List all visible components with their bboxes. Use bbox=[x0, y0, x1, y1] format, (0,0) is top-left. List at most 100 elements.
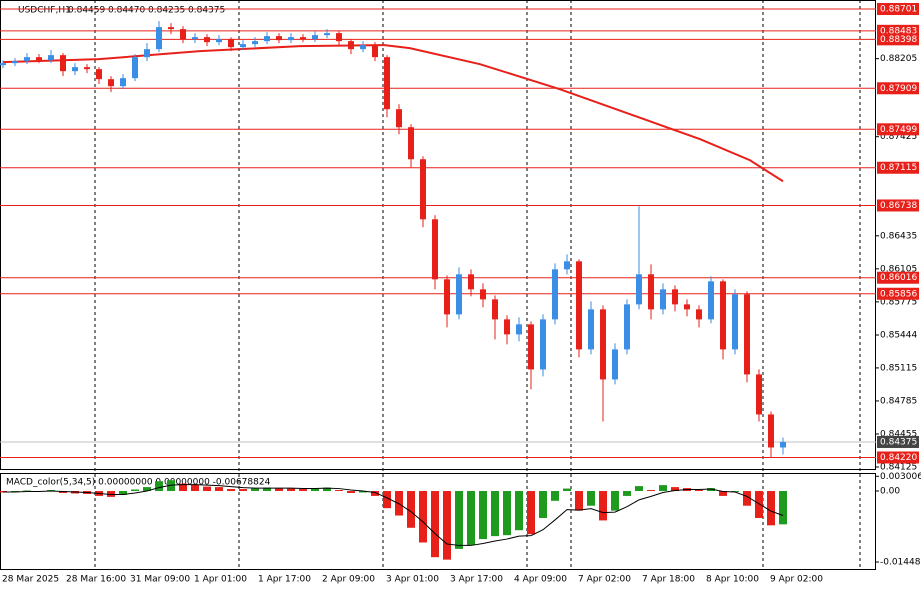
macd-bar bbox=[407, 491, 415, 528]
macd-bar bbox=[311, 488, 319, 492]
x-tick-label: 28 Mar 2025 bbox=[2, 575, 59, 585]
x-tick-label: 7 Apr 18:00 bbox=[642, 575, 695, 585]
candle-body bbox=[492, 299, 498, 320]
macd-bar bbox=[755, 491, 763, 518]
level-label: 0.88701 bbox=[880, 5, 917, 15]
x-tick-label: 2 Apr 09:00 bbox=[322, 575, 375, 585]
macd-bar bbox=[371, 491, 379, 496]
level-tag bbox=[877, 161, 919, 174]
candle-body bbox=[648, 274, 654, 310]
candle-body bbox=[384, 57, 390, 110]
candle-body bbox=[444, 279, 450, 315]
candle-body bbox=[372, 45, 378, 58]
candle-body bbox=[324, 33, 330, 36]
candle-body bbox=[744, 294, 750, 375]
candle-body bbox=[528, 324, 534, 370]
candle-body bbox=[120, 78, 126, 87]
candle-body bbox=[276, 36, 282, 41]
candle-body bbox=[312, 35, 318, 40]
macd-bar bbox=[251, 488, 259, 492]
x-tick-label: 1 Apr 17:00 bbox=[258, 575, 311, 585]
level-tag bbox=[877, 82, 919, 95]
macd-bar bbox=[599, 491, 607, 521]
level-label: 0.86738 bbox=[880, 201, 917, 211]
y-tick-label: 0.84125 bbox=[880, 462, 917, 472]
level-label: 0.87115 bbox=[880, 163, 917, 173]
candle-body bbox=[432, 219, 438, 280]
macd-bar bbox=[611, 491, 619, 511]
candle-body bbox=[516, 324, 522, 335]
macd-bar bbox=[623, 491, 631, 496]
candle-body bbox=[636, 274, 642, 305]
macd-bar bbox=[143, 487, 151, 492]
current-price-label: 0.84375 bbox=[880, 437, 917, 447]
candle-body bbox=[708, 281, 714, 320]
macd-bar bbox=[179, 483, 187, 492]
macd-tick-label: -0.0144810 bbox=[880, 558, 921, 568]
level-label: 0.87499 bbox=[880, 125, 917, 135]
candle-body bbox=[612, 349, 618, 380]
price-tag bbox=[877, 435, 919, 448]
macd-bar bbox=[671, 487, 679, 492]
macd-bar bbox=[131, 489, 139, 492]
candle-body bbox=[780, 441, 786, 448]
level-label: 0.88398 bbox=[880, 35, 917, 45]
candle-body bbox=[540, 319, 546, 370]
macd-bar bbox=[203, 486, 211, 492]
y-tick-label: 0.85115 bbox=[880, 363, 917, 373]
macd-bar bbox=[359, 491, 367, 493]
y-tick-label: 0.85775 bbox=[880, 297, 917, 307]
macd-bar bbox=[215, 487, 223, 492]
macd-bar bbox=[347, 491, 355, 493]
y-tick-label: 0.84785 bbox=[880, 396, 917, 406]
level-tag bbox=[877, 451, 919, 464]
candle-body bbox=[732, 294, 738, 350]
x-tick-label: 8 Apr 10:00 bbox=[706, 575, 759, 585]
macd-bar bbox=[23, 490, 31, 492]
candle-body bbox=[264, 36, 270, 42]
x-tick-label: 3 Apr 17:00 bbox=[450, 575, 503, 585]
header-value: 0.84375 bbox=[188, 6, 225, 16]
candle-body bbox=[348, 41, 354, 50]
macd-tick-label: 0.00 bbox=[880, 487, 900, 497]
candle-body bbox=[576, 261, 582, 350]
x-tick-label: 28 Mar 16:00 bbox=[66, 575, 126, 585]
macd-bar bbox=[419, 491, 427, 543]
candle-body bbox=[156, 27, 162, 50]
candle-body bbox=[192, 37, 198, 40]
level-tag bbox=[877, 33, 919, 46]
macd-bar bbox=[287, 488, 295, 492]
level-tag bbox=[877, 199, 919, 212]
y-tick-label: 0.86435 bbox=[880, 231, 917, 241]
macd-bar bbox=[551, 491, 559, 501]
candle-body bbox=[480, 289, 486, 300]
macd-title: MACD_color(5,34,5) 0.00000000 0.00000000… bbox=[6, 478, 271, 488]
y-tick-label: 0.86105 bbox=[880, 264, 917, 274]
candle-body bbox=[132, 57, 138, 79]
candle-body bbox=[672, 289, 678, 305]
y-tick-label: 0.88205 bbox=[880, 54, 917, 64]
macd-bar bbox=[455, 491, 463, 549]
macd-bar bbox=[575, 491, 583, 511]
macd-bar bbox=[503, 491, 511, 536]
x-tick-label: 9 Apr 02:00 bbox=[770, 575, 823, 585]
macd-bar bbox=[383, 491, 391, 509]
candle-body bbox=[660, 289, 666, 310]
level-tag bbox=[877, 3, 919, 16]
symbol: USDCHF,H1 bbox=[18, 6, 71, 16]
candle-body bbox=[24, 57, 30, 62]
macd-bar bbox=[191, 484, 199, 492]
macd-bar bbox=[539, 491, 547, 518]
candle-body bbox=[36, 57, 42, 61]
candle-body bbox=[144, 49, 150, 58]
macd-bar bbox=[563, 488, 571, 492]
candle-body bbox=[684, 304, 690, 310]
level-tag bbox=[877, 123, 919, 136]
x-tick-label: 3 Apr 01:00 bbox=[386, 575, 439, 585]
candle-body bbox=[204, 37, 210, 43]
macd-bar bbox=[239, 489, 247, 492]
candle-body bbox=[300, 37, 306, 40]
level-label: 0.87909 bbox=[880, 84, 917, 94]
macd-bar bbox=[515, 491, 523, 531]
